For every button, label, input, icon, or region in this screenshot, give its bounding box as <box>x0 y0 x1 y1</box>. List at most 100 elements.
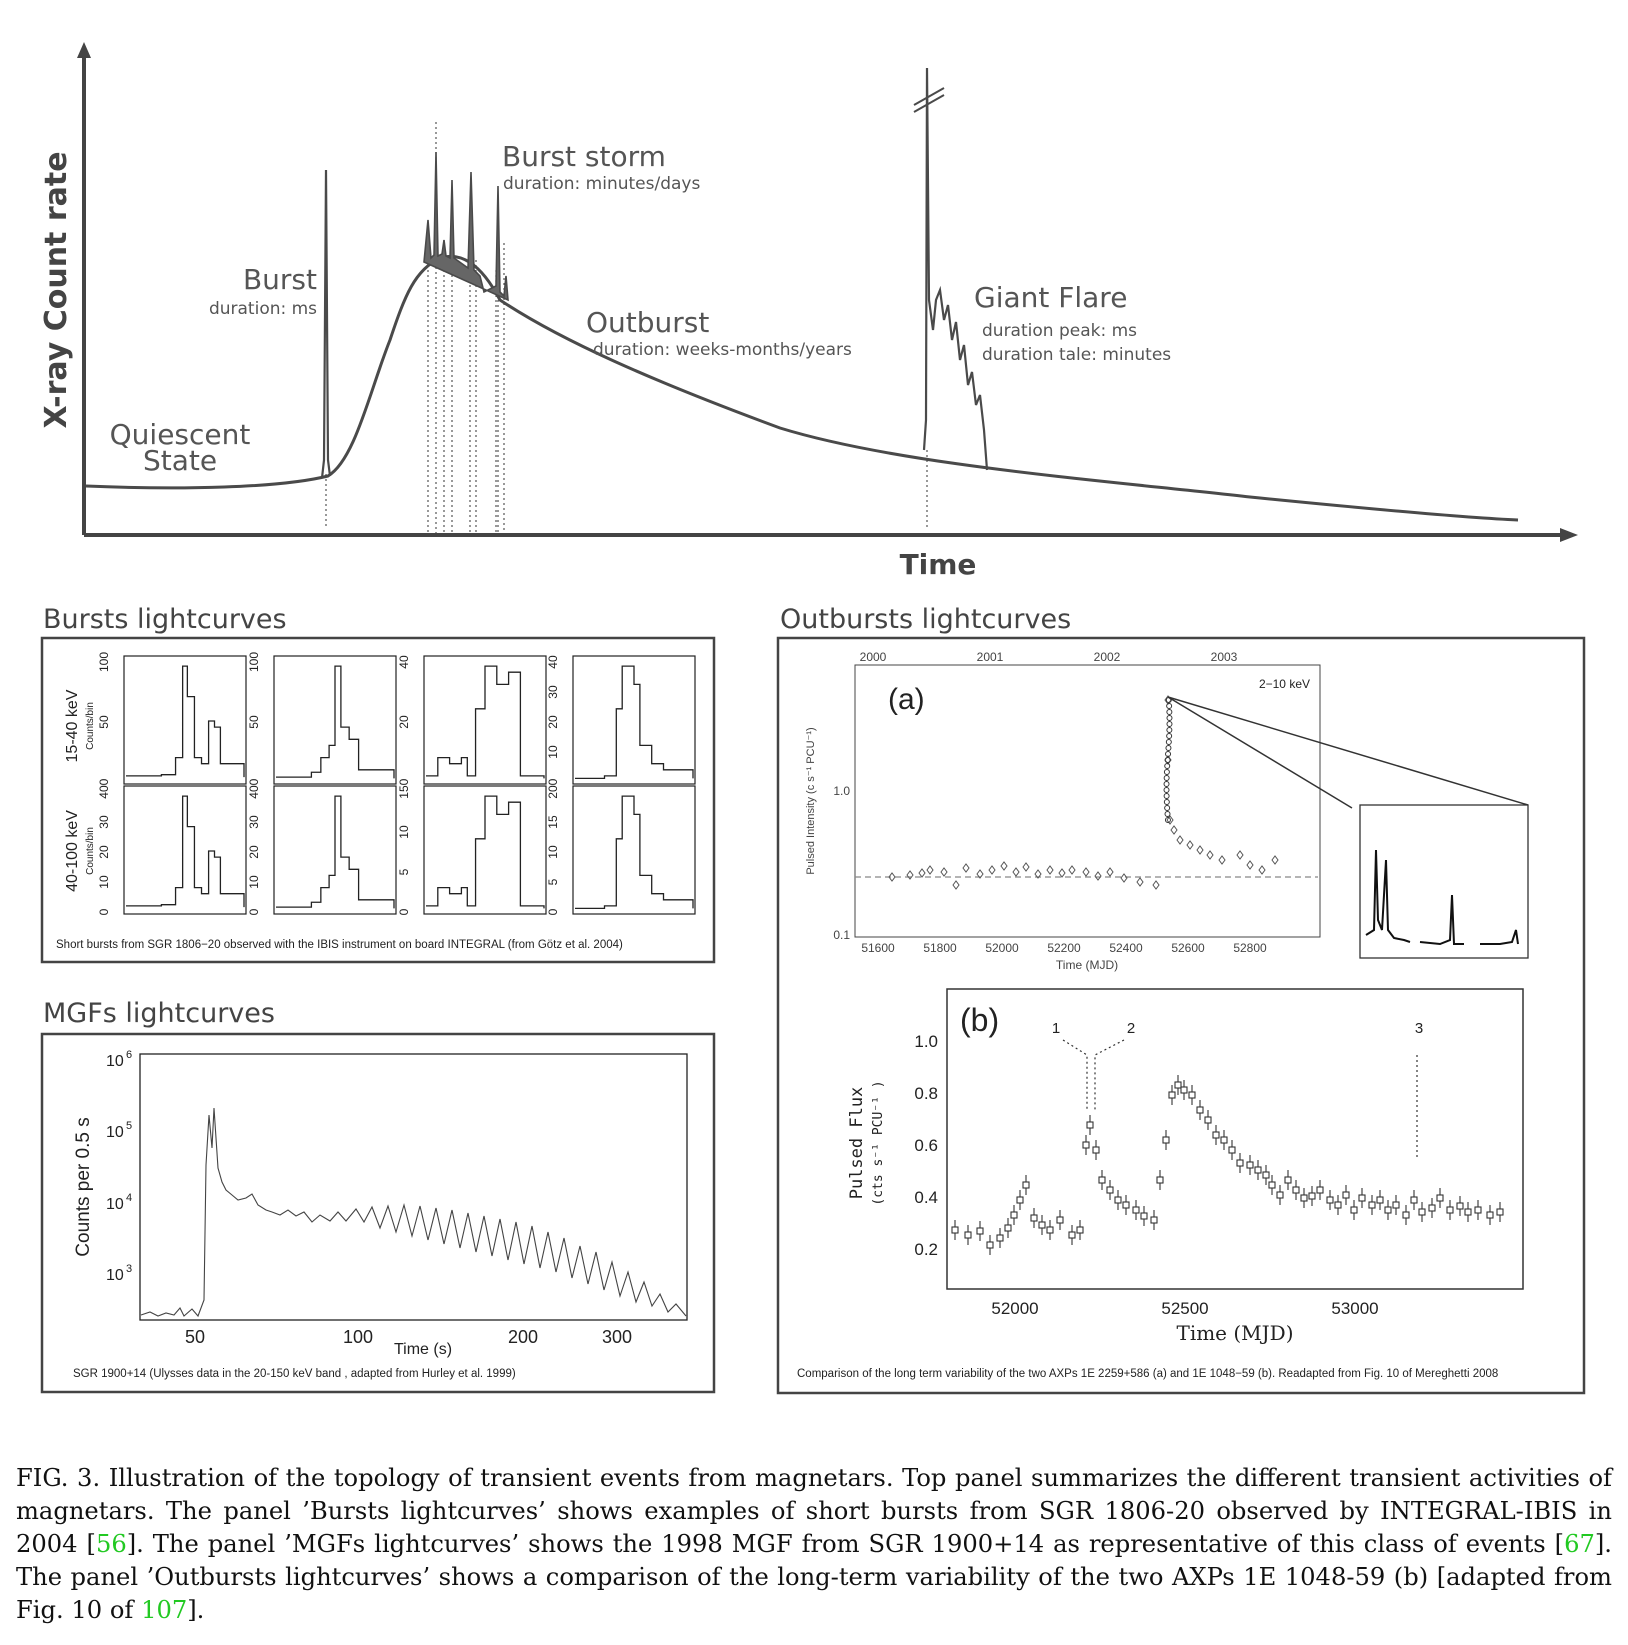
mgf-panel-title: MGFs lightcurves <box>43 998 275 1029</box>
plot-b-point <box>1436 1194 1444 1202</box>
plot-a-point <box>918 868 926 878</box>
flare-peak-label: duration peak: ms <box>982 321 1137 341</box>
plot-b-y-label: Pulsed Flux <box>847 1087 867 1200</box>
plot-a-point <box>976 869 984 879</box>
plot-a-point <box>1022 862 1030 872</box>
plot-a-point <box>962 863 970 873</box>
burst-lightcurve <box>426 665 545 779</box>
zoom-line <box>1167 696 1353 809</box>
plot-b-point <box>1140 1212 1148 1220</box>
outburst-label: Outburst <box>586 306 709 339</box>
plot-b-point <box>1496 1208 1504 1216</box>
plot-a-point <box>1164 757 1171 763</box>
burst-tick-label: 100 <box>97 652 111 672</box>
plot-b-frame <box>946 988 1524 1290</box>
plot-b-marker: 2 <box>1127 1020 1135 1037</box>
plot-b-point <box>1092 1146 1100 1154</box>
caption-ref-56[interactable]: 56 <box>95 1530 127 1558</box>
plot-b-point <box>1180 1086 1188 1094</box>
plot-b-point <box>1162 1136 1170 1144</box>
plot-b-point <box>1410 1196 1418 1204</box>
bursts-row1-unit: Counts/bin <box>85 702 96 750</box>
burst-tick-label: 0 <box>247 908 261 915</box>
caption-ref-67[interactable]: 67 <box>1564 1530 1595 1558</box>
burst-tick-label: 0 <box>247 778 261 785</box>
plot-b-point <box>1030 1214 1038 1222</box>
burst-tick-label: 0 <box>97 778 111 785</box>
burst-tick-label: 15 <box>397 785 411 799</box>
burst-duration-label: duration: ms <box>209 299 317 319</box>
plot-a-point <box>1164 817 1171 823</box>
plot-b-point <box>986 1241 994 1249</box>
burst-tick-label: 15 <box>546 815 560 829</box>
plot-a-point <box>1163 775 1170 781</box>
figure-caption: FIG. 3. Illustration of the topology of … <box>16 1462 1612 1627</box>
plot-a-point <box>1163 781 1170 787</box>
burst-subplot-frame <box>273 655 397 785</box>
plot-a-point <box>1034 869 1042 879</box>
plot-a-point <box>1106 867 1114 877</box>
plot-b-point <box>1358 1194 1366 1202</box>
plot-b-point <box>1068 1231 1076 1239</box>
plot-b-point <box>1056 1216 1064 1224</box>
burst-tick-label: 30 <box>247 815 261 829</box>
plot-b-point <box>1392 1201 1400 1209</box>
mgf-caption: SGR 1900+14 (Ulysses data in the 20-150 … <box>73 1368 516 1380</box>
plot-a-point <box>1206 850 1214 860</box>
mgf-y-tick-exp: 6 <box>126 1049 132 1061</box>
mgf-panel: MGFs lightcurves Counts per 0.5 s Time (… <box>40 998 716 1394</box>
flare-label: Giant Flare <box>974 281 1127 314</box>
mgf-x-tick: 50 <box>185 1327 205 1347</box>
outburst-panel-title: Outbursts lightcurves <box>780 604 1071 635</box>
plot-b-marker-lines <box>1062 1039 1418 1160</box>
plot-b-x-tick: 52500 <box>1161 1299 1208 1318</box>
bursts-panel: Bursts lightcurves 15-40 keV Counts/bin … <box>40 604 716 964</box>
mgf-y-tick: 10 <box>106 1196 124 1213</box>
plot-b-point <box>1114 1196 1122 1204</box>
bursts-panel-title: Bursts lightcurves <box>43 604 287 635</box>
plot-a-year-tick: 2003 <box>1211 650 1238 664</box>
zoom-line-2 <box>1167 696 1529 806</box>
burst-tick-label: 100 <box>247 652 261 672</box>
plot-b-point <box>964 1231 972 1239</box>
caption-ref-107[interactable]: 107 <box>141 1596 188 1624</box>
plot-b-point <box>1174 1081 1182 1089</box>
plot-b-point <box>1156 1176 1164 1184</box>
plot-a-point <box>1165 745 1172 751</box>
plot-a-point <box>1186 840 1194 850</box>
mgf-x-tick: 200 <box>508 1327 538 1347</box>
burst-tick-label: 30 <box>546 685 560 699</box>
plot-b-point <box>1122 1201 1130 1209</box>
plot-a-x-tick: 51600 <box>861 941 895 955</box>
bursts-row2-label: 40-100 keV <box>64 810 81 892</box>
mgf-panel-frame <box>40 1032 716 1394</box>
plot-a-point <box>1166 721 1173 727</box>
plot-b-point <box>1188 1091 1196 1099</box>
burst-tick-label: 40 <box>97 785 111 799</box>
plot-a-x-tick: 51800 <box>923 941 957 955</box>
burst-tick-label: 40 <box>247 785 261 799</box>
bursts-row2-unit: Counts/bin <box>85 827 96 875</box>
burst-subplot-frame <box>123 655 247 785</box>
burst-tick-label: 40 <box>546 655 560 669</box>
caption-part-1: FIG. 3. Illustration of the topology of … <box>16 1464 1612 1558</box>
plot-a-year-ticks: 2000 2001 2002 2003 <box>860 650 1238 664</box>
plot-b-y-label-2: (cts s⁻¹ PCU⁻¹ ) <box>871 1080 886 1205</box>
plot-a-point <box>952 880 960 890</box>
plot-b-point <box>1316 1186 1324 1194</box>
burst-tick-label: 20 <box>546 785 560 799</box>
burst-tick-label: 10 <box>546 845 560 859</box>
mgf-y-tick-exp: 3 <box>126 1263 132 1275</box>
plot-b-point <box>1486 1211 1494 1219</box>
quiescent-label: Quiescent <box>110 418 251 451</box>
plot-b-point <box>1342 1191 1350 1199</box>
plot-b-point <box>1262 1171 1270 1179</box>
single-burst-spike <box>320 169 332 479</box>
outburst-panel-frame <box>776 636 1586 1395</box>
storm-duration-label: duration: minutes/days <box>503 174 700 194</box>
plot-b-point <box>1212 1131 1220 1139</box>
plot-b-point <box>1010 1211 1018 1219</box>
plot-b-point <box>1228 1146 1236 1154</box>
plot-b-point <box>1474 1206 1482 1214</box>
caption-part-2: ]. The panel ’MGFs lightcurves’ shows th… <box>126 1530 1565 1558</box>
